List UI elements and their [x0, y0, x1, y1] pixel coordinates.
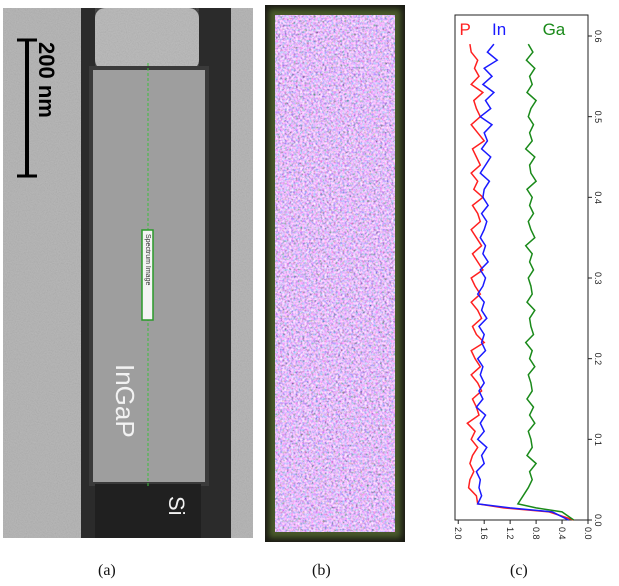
ingap-label: InGaP [110, 364, 140, 438]
map-speckle [275, 15, 395, 532]
x-tick-label: 0.3 [593, 272, 603, 285]
spectrum-image-label: Spectrum Image [144, 234, 151, 285]
tem-image: Spectrum Image 200 nm InGaP Si [3, 8, 253, 538]
series-label-ga: Ga [543, 20, 566, 39]
x-tick-label: 0.4 [593, 191, 603, 204]
x-tick-label: 0.6 [593, 30, 603, 43]
x-tick-label: 0.0 [593, 514, 603, 527]
series-label-in: In [492, 20, 506, 39]
series-label-p: P [460, 20, 471, 39]
panel-c-line-profile: 0.0 0.1 0.2 0.3 0.4 0.5 0.6 2.0 1.6 1.2 0.8 0.4 0.0… [448, 5, 618, 550]
plot-frame [454, 14, 589, 521]
scale-bar-label: 200 nm [34, 42, 59, 118]
si-substrate [95, 484, 201, 538]
panel-a-tem-image: Spectrum Image 200 nm InGaP Si [3, 8, 253, 538]
caption-c: (c) [510, 562, 528, 579]
elemental-map [265, 5, 405, 542]
y-tick-label: 1.2 [505, 527, 515, 540]
panel-b-elemental-map [265, 5, 405, 542]
y-tick-label: 0.8 [531, 527, 541, 540]
top-cap [95, 8, 199, 70]
caption-b: (b) [312, 562, 331, 579]
y-tick-label: 0.4 [557, 527, 567, 540]
y-tick-label: 1.6 [479, 527, 489, 540]
x-tick-label: 0.2 [593, 353, 603, 366]
si-label: Si [164, 496, 189, 516]
series-line-p [466, 43, 574, 521]
y-tick-label: 2.0 [453, 527, 463, 540]
x-tick-label: 0.5 [593, 111, 603, 124]
series-line-in [475, 43, 569, 521]
caption-a: (a) [98, 562, 116, 579]
spectrum-image-box [141, 229, 154, 321]
line-profile-chart: 0.0 0.1 0.2 0.3 0.4 0.5 0.6 2.0 1.6 1.2 0.8 0.4 0.0… [453, 14, 603, 540]
series-line-ga [516, 43, 575, 521]
x-tick-label: 0.1 [593, 433, 603, 446]
y-tick-label: 0.0 [583, 527, 593, 540]
